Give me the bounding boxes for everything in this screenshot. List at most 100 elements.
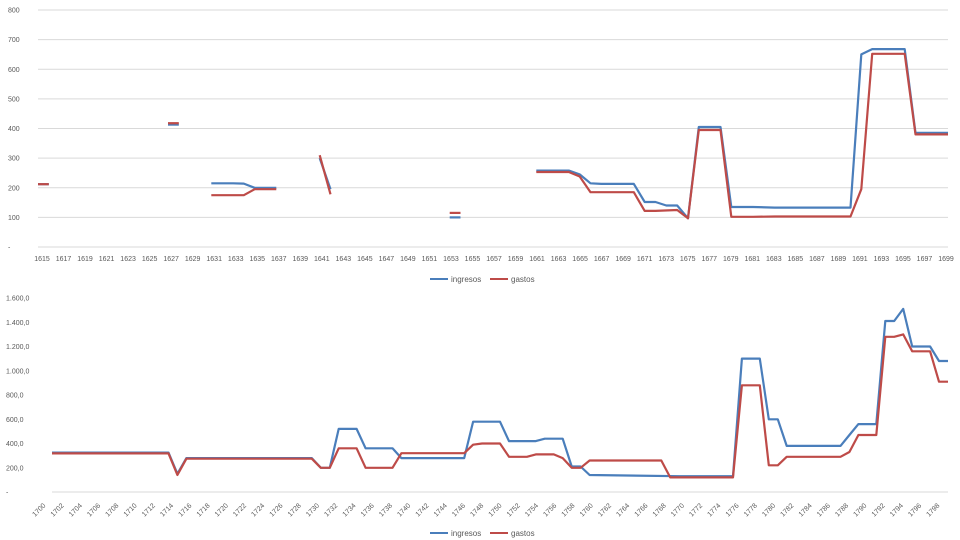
- x-tick-label: 1702: [50, 502, 66, 518]
- series-line-gastos: [211, 188, 277, 197]
- x-tick-label: 1784: [798, 502, 814, 518]
- x-tick-label: 1730: [305, 502, 321, 518]
- x-tick-label: 1734: [342, 502, 358, 518]
- x-tick-label: 1770: [670, 502, 686, 518]
- series-line-gastos: [536, 52, 948, 220]
- x-tick-label: 1661: [529, 256, 545, 263]
- x-tick-label: 1786: [816, 502, 832, 518]
- x-tick-label: 1693: [874, 256, 890, 263]
- x-axis-ticks: 1700 1702 1704 1706 1708 1710 1712 1714 1716 1718…: [31, 502, 941, 518]
- x-tick-label: 1629: [185, 256, 201, 263]
- y-tick-label: 800,0: [6, 393, 24, 400]
- y-tick-label: 1.600,0: [6, 296, 29, 303]
- x-tick-label: 1722: [232, 502, 248, 518]
- chart-bottom: - 200,0 400,0 600,0 800,0 1.000,0 1.200,0 1.400…: [6, 296, 948, 538]
- x-tick-label: 1778: [743, 502, 759, 518]
- legend-label-ingresos: ingresos: [451, 529, 481, 538]
- x-tick-label: 1788: [834, 502, 850, 518]
- x-tick-label: 1708: [104, 502, 120, 518]
- x-tick-label: 1774: [707, 502, 723, 518]
- x-tick-label: 1659: [508, 256, 524, 263]
- x-tick-label: 1649: [400, 256, 416, 263]
- legend-label-ingresos: ingresos: [451, 275, 481, 284]
- legend: ingresos gastos: [430, 529, 535, 538]
- x-tick-label: 1714: [159, 502, 175, 518]
- x-tick-label: 1653: [443, 256, 459, 263]
- x-tick-label: 1683: [766, 256, 782, 263]
- x-tick-label: 1724: [250, 502, 266, 518]
- x-tick-label: 1637: [271, 256, 287, 263]
- x-tick-label: 1798: [925, 502, 941, 518]
- x-tick-label: 1792: [871, 502, 887, 518]
- x-tick-label: 1764: [615, 502, 631, 518]
- x-tick-label: 1762: [597, 502, 613, 518]
- x-tick-label: 1651: [422, 256, 438, 263]
- x-tick-label: 1746: [451, 502, 467, 518]
- legend: ingresos gastos: [430, 275, 535, 284]
- y-tick-label: 1.200,0: [6, 344, 29, 351]
- x-tick-label: 1619: [77, 256, 93, 263]
- x-tick-label: 1669: [615, 256, 631, 263]
- x-tick-label: 1617: [56, 256, 72, 263]
- legend-label-gastos: gastos: [511, 275, 535, 284]
- x-tick-label: 1681: [744, 256, 760, 263]
- x-tick-label: 1665: [572, 256, 588, 263]
- x-tick-label: 1687: [809, 256, 825, 263]
- x-tick-label: 1738: [378, 502, 394, 518]
- x-tick-label: 1679: [723, 256, 739, 263]
- x-tick-label: 1697: [917, 256, 933, 263]
- x-tick-label: 1790: [852, 502, 868, 518]
- x-tick-label: 1663: [551, 256, 567, 263]
- y-tick-label: 400,0: [6, 441, 24, 448]
- x-tick-label: 1744: [433, 502, 449, 518]
- x-tick-label: 1710: [123, 502, 139, 518]
- y-axis-grid: [38, 9, 948, 248]
- x-tick-label: 1639: [292, 256, 308, 263]
- series-lines: [38, 48, 948, 220]
- x-tick-label: 1695: [895, 256, 911, 263]
- series-line-ingresos: [211, 182, 277, 189]
- series-lines: [52, 307, 948, 479]
- x-tick-label: 1796: [907, 502, 923, 518]
- x-tick-label: 1655: [465, 256, 481, 263]
- x-tick-label: 1699: [938, 256, 954, 263]
- x-axis-ticks: 1615 1617 1619 1621 1623 1625 1627 1629 1631 1633…: [34, 256, 954, 263]
- legend-label-gastos: gastos: [511, 529, 535, 538]
- x-tick-label: 1726: [269, 502, 285, 518]
- x-tick-label: 1635: [249, 256, 265, 263]
- y-tick-label: 1.400,0: [6, 320, 29, 327]
- y-tick-label: -: [6, 490, 9, 497]
- x-tick-label: 1736: [360, 502, 376, 518]
- x-tick-label: 1752: [506, 502, 522, 518]
- x-tick-label: 1641: [314, 256, 330, 263]
- x-tick-label: 1671: [637, 256, 653, 263]
- y-axis-ticks: - 100 200 300 400 500 600 700 800: [8, 8, 20, 252]
- x-tick-label: 1673: [658, 256, 674, 263]
- x-tick-label: 1625: [142, 256, 158, 263]
- y-tick-label: 200,0: [6, 465, 24, 472]
- x-tick-label: 1647: [379, 256, 395, 263]
- x-tick-label: 1772: [688, 502, 704, 518]
- y-tick-label: 400: [8, 126, 20, 133]
- y-tick-label: 600: [8, 67, 20, 74]
- y-tick-label: 500: [8, 96, 20, 103]
- series-line-ingresos: [52, 307, 948, 478]
- x-tick-label: 1740: [396, 502, 412, 518]
- x-tick-label: 1728: [287, 502, 303, 518]
- y-axis-ticks: - 200,0 400,0 600,0 800,0 1.000,0 1.200,0 1.400…: [6, 296, 29, 497]
- x-tick-label: 1756: [542, 502, 558, 518]
- x-tick-label: 1675: [680, 256, 696, 263]
- x-tick-label: 1780: [761, 502, 777, 518]
- y-tick-label: 100: [8, 215, 20, 222]
- y-tick-label: -: [8, 245, 11, 252]
- x-tick-label: 1689: [831, 256, 847, 263]
- x-tick-label: 1754: [524, 502, 540, 518]
- series-line-gastos: [52, 333, 948, 479]
- y-tick-label: 600,0: [6, 417, 24, 424]
- x-tick-label: 1621: [99, 256, 115, 263]
- series-line-gastos: [318, 154, 332, 195]
- x-tick-label: 1794: [889, 502, 905, 518]
- y-tick-label: 1.000,0: [6, 368, 29, 375]
- x-tick-label: 1700: [31, 502, 47, 518]
